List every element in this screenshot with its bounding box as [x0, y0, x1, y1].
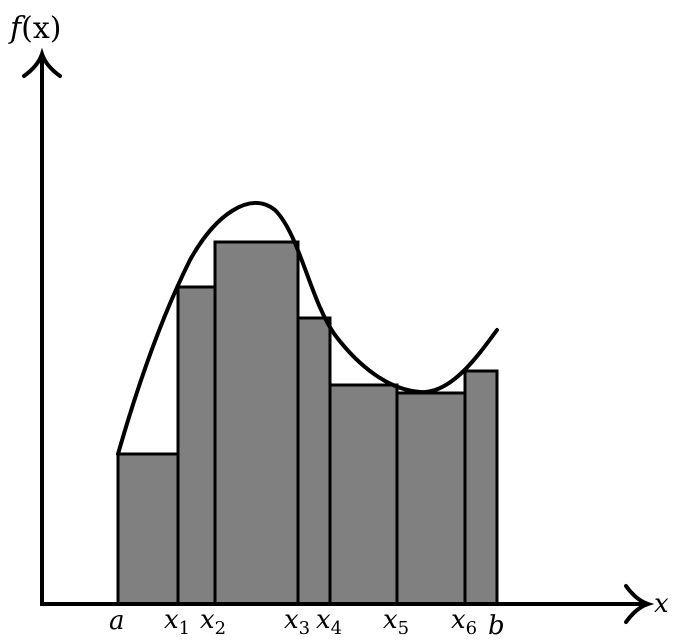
label-x3-sub: 3 [299, 618, 310, 639]
label-x5-sub: 5 [398, 618, 409, 639]
label-a: a [109, 606, 125, 636]
rectangles [116, 240, 499, 606]
rectangle-a-x1 [116, 452, 180, 606]
label-x1-sub: 1 [179, 618, 190, 639]
axes [22, 47, 655, 624]
label-x5-base: x [383, 605, 398, 635]
partition-labels: a x1 x2 x3 x4 x5 x6 b [109, 605, 505, 641]
label-a-base: a [109, 606, 125, 636]
rectangle-x1-x2 [176, 285, 217, 606]
label-x3-base: x [284, 605, 299, 635]
rectangle-x6-b [463, 369, 499, 606]
label-x1: x1 [164, 605, 190, 639]
label-x2-sub: 2 [215, 618, 226, 639]
label-x6-sub: 6 [466, 618, 477, 639]
rectangle-x5-x6 [395, 391, 467, 606]
label-x6: x6 [451, 605, 477, 639]
function-curve [116, 201, 499, 456]
y-axis-label: f(x) [8, 11, 61, 46]
label-x4-sub: 4 [331, 618, 342, 639]
label-b: b [488, 611, 505, 641]
label-x5: x5 [383, 605, 409, 639]
x-axis-arrowhead [624, 584, 655, 624]
rectangle-x3-x4 [296, 316, 332, 606]
rectangle-x4-x5 [328, 383, 399, 606]
label-x3: x3 [284, 605, 310, 639]
label-x6-base: x [451, 605, 466, 635]
label-x4-base: x [316, 605, 331, 635]
label-b-base: b [488, 611, 505, 641]
label-x4: x4 [316, 605, 342, 639]
x-axis-label: x [654, 589, 669, 619]
label-x1-base: x [164, 605, 179, 635]
rectangle-x2-x3 [213, 240, 300, 606]
label-x2: x2 [200, 605, 226, 639]
y-axis-arrowhead [22, 47, 62, 78]
label-x2-base: x [200, 605, 215, 635]
y-axis-label-arg: (x) [21, 11, 61, 46]
